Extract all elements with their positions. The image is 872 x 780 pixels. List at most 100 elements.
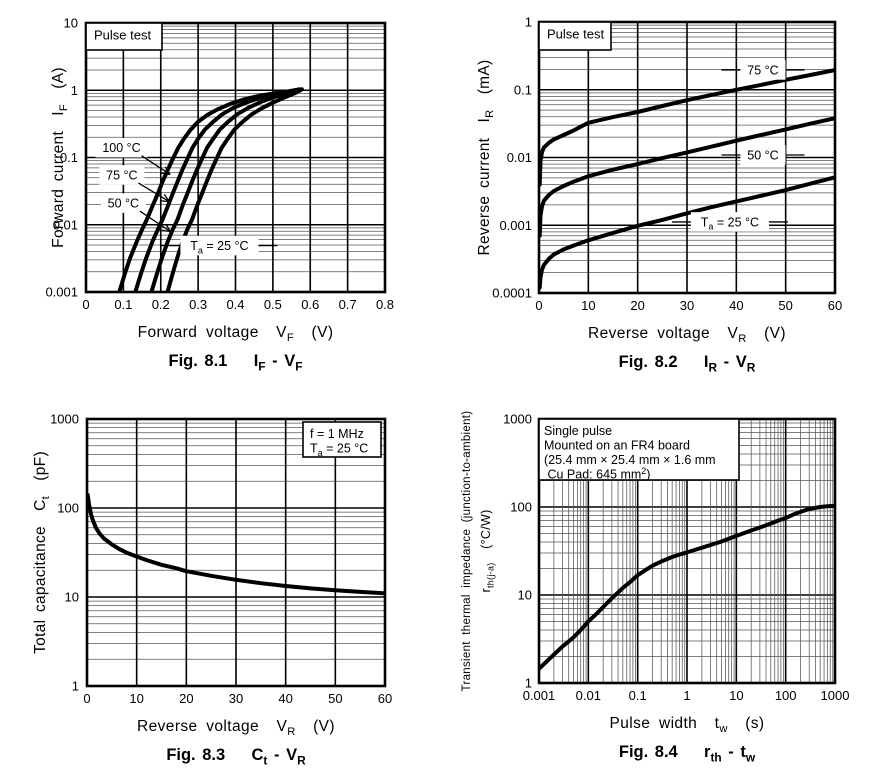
note-line: Mounted on an FR4 board [544,439,690,453]
x-axis-title: Reverse voltage VR (V) [137,718,335,738]
x-tick: 0.8 [376,297,394,312]
chart-ir-vr: Pulse test 75 °C 50 °C Ta = 25 °C 0 10 20 30 40 5… [476,15,842,375]
chart-if-vf: Pulse test 100 °C 75 °C 50 °C Ta = 25 °C 0 0.1… [45,16,394,374]
y-tick: 0.001 [45,285,78,300]
y-tick: 10 [518,588,532,603]
figure-8-1: Pulse test 100 °C 75 °C 50 °C Ta = 25 °C 0 0.1… [0,0,436,390]
x-tick: 0.1 [114,297,132,312]
annotation-1: 75 °C [99,165,170,203]
x-tick: 0.5 [264,297,282,312]
y-tick: 0.0001 [492,286,532,301]
note-box: Pulse test [538,21,612,51]
y-tick: 0.1 [514,82,532,97]
annotation-label: 75 °C [747,63,778,77]
series [539,68,835,290]
figure-caption: Fig. 8.3 Ct - VR [166,746,306,767]
x-tick: 30 [680,298,694,313]
curve-75C [539,68,835,187]
y-tick: 0.01 [507,150,532,165]
x-tick: 10 [729,688,743,703]
x-tick: 100 [775,688,797,703]
plot-border [537,20,837,295]
curve-50C [539,116,835,238]
annotation-label: Ta = 25 °C [701,215,759,231]
curve-25C [539,175,835,290]
x-tick: 0.6 [301,297,319,312]
x-tick: 0.01 [576,688,601,703]
note-line: Pulse test [94,28,151,43]
series [117,87,304,292]
curve-Ct [87,493,385,596]
y-tick-labels: 1000 100 10 1 [503,412,532,691]
y-tick: 0.01 [53,217,78,232]
curve-rth [539,503,835,671]
note-line: Cu Pad: 645 mm2) [544,466,650,482]
annotation-2: 50 °C [100,193,172,233]
figure-8-4: Single pulse Mounted on an FR4 board (25.4… [436,390,872,780]
x-axis-title: Reverse voltage VR (V) [588,325,786,345]
y-tick-labels: 10 1 0.1 0.01 0.001 [45,16,78,300]
x-tick-labels: 0 10 20 30 40 50 60 [535,298,842,313]
annotation-label: Ta = 25 °C [190,239,248,255]
curve-50C [149,87,303,292]
x-tick: 40 [278,691,292,706]
x-tick: 0.4 [226,297,244,312]
x-tick: 50 [328,691,342,706]
note-line: Pulse test [547,27,604,42]
y-axis-title: Reverse current IR (mA) [476,60,496,256]
x-tick-labels: 0.001 0.01 0.1 1 10 100 1000 [523,688,850,703]
y-tick: 1000 [50,412,79,427]
annotation-0: 100 °C [95,137,171,176]
annotation-label: 75 °C [106,168,137,182]
y-tick: 1 [71,83,78,98]
x-tick: 0.3 [189,297,207,312]
y-tick: 100 [510,500,532,515]
gridlines [538,21,836,294]
y-tick: 10 [64,16,78,31]
curve-75C [133,87,302,292]
y-tick: 1 [72,679,79,694]
annotation-1: 50 °C [721,145,805,165]
series [87,493,385,596]
x-tick: 60 [828,298,842,313]
y-tick: 10 [65,590,79,605]
x-tick: 10 [129,691,143,706]
note-line: (25.4 mm × 25.4 mm × 1.6 mm [544,453,716,467]
y-axis-title: Total capacitance Ct (pF) [32,451,52,654]
x-tick: 60 [378,691,392,706]
y-tick: 1 [525,15,532,30]
figure-caption: Fig. 8.1 IF - VF [169,352,303,373]
y-tick: 100 [57,501,79,516]
note-box: Pulse test [85,22,163,51]
series [539,503,835,671]
figure-caption: Fig. 8.4 rth - tw [619,743,756,764]
plot-border [84,21,387,294]
x-tick: 0 [83,691,90,706]
note-line: Single pulse [544,424,612,438]
note-line: f = 1 MHz [310,427,364,441]
x-tick: 0.1 [629,688,647,703]
y-axis-title: Transient thermal impedance (junction-to… [461,411,473,692]
annotation-3: Ta = 25 °C [161,235,278,256]
x-tick: 0.001 [523,688,556,703]
x-axis-title: Forward voltage VF (V) [138,324,334,344]
y-tick-labels: 1000 100 10 1 [50,412,79,694]
figure-8-3: f = 1 MHz Ta = 25 °C 0 10 20 30 40 50 60 1000 100 1… [0,390,436,780]
y-tick-labels: 1 0.1 0.01 0.001 0.0001 [492,15,532,301]
figure-caption: Fig. 8.2 IR - VR [619,353,756,374]
plot-border [85,417,387,688]
y-axis-title: Forward current IF (A) [50,67,70,248]
x-tick: 0.7 [339,297,357,312]
x-tick: 0.2 [152,297,170,312]
x-tick: 30 [229,691,243,706]
x-tick: 20 [630,298,644,313]
annotation-0: 75 °C [721,60,805,80]
x-axis-title: Pulse width tw (s) [610,715,765,735]
figure-8-2: Pulse test 75 °C 50 °C Ta = 25 °C 0 10 20 30 40 5… [436,0,872,390]
x-tick: 20 [179,691,193,706]
x-tick: 50 [778,298,792,313]
y-tick: 0.1 [60,150,78,165]
